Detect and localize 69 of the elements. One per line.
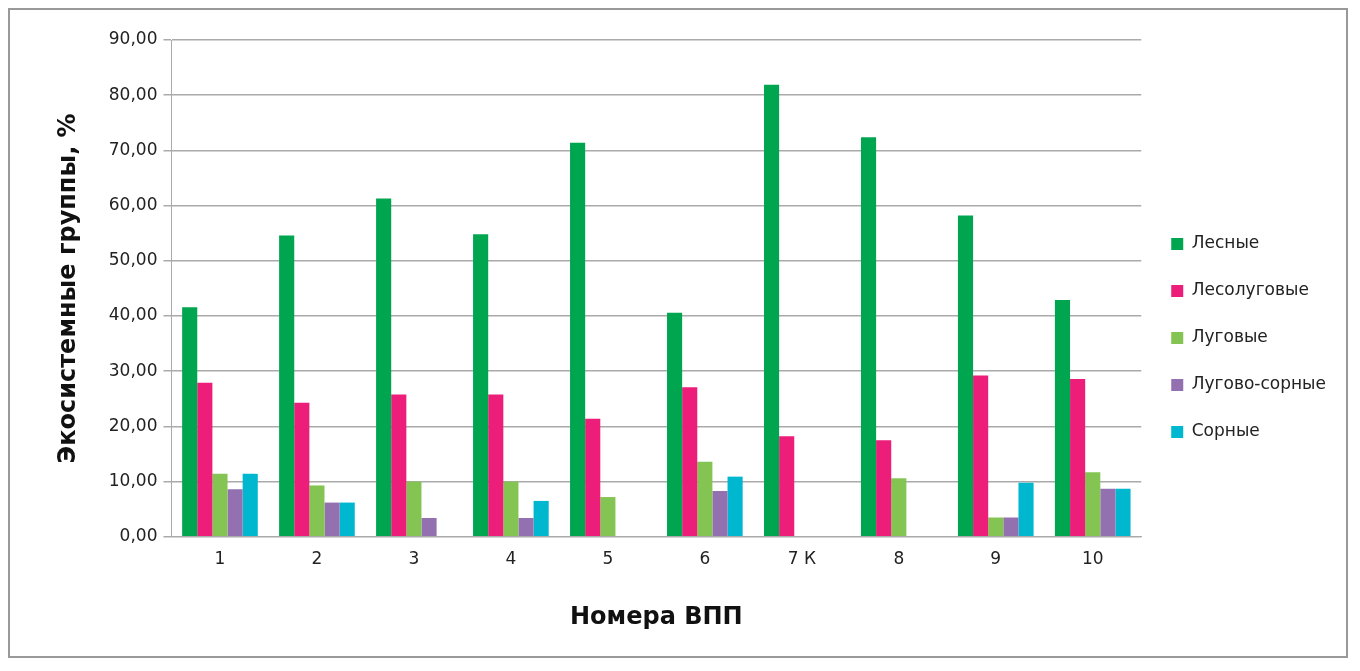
- bar: [212, 473, 228, 537]
- bar: [600, 497, 616, 537]
- bar: [973, 375, 989, 537]
- x-tick-label: 9: [990, 548, 1002, 569]
- bar: [182, 307, 198, 537]
- y-tick-label: 70,00: [108, 138, 158, 159]
- bar: [585, 418, 601, 537]
- y-axis-title: Экосистемные группы, %: [52, 113, 81, 464]
- bar: [764, 84, 780, 537]
- bar: [1115, 488, 1131, 537]
- x-tick-label: 6: [699, 548, 711, 569]
- bar: [279, 235, 295, 537]
- x-tick-label: 4: [505, 548, 517, 569]
- bar: [294, 402, 310, 537]
- y-tick-label: 0,00: [119, 525, 158, 546]
- legend-label: Лесные: [1191, 232, 1260, 253]
- bar: [518, 518, 534, 537]
- bar: [727, 476, 743, 537]
- legend-label: Луговые: [1191, 326, 1268, 347]
- bar: [503, 481, 519, 537]
- bar: [227, 489, 243, 537]
- bar: [391, 394, 407, 537]
- x-tick-label: 8: [893, 548, 905, 569]
- bar: [376, 198, 392, 537]
- x-tick-label: 1: [214, 548, 226, 569]
- bar: [1003, 517, 1019, 537]
- x-axis-title: Номера ВПП: [570, 601, 743, 630]
- y-tick-label: 90,00: [108, 28, 158, 49]
- bar: [876, 440, 892, 537]
- x-tick-label: 5: [602, 548, 614, 569]
- bar: [1100, 488, 1116, 537]
- bar: [1070, 378, 1086, 537]
- bar: [197, 382, 213, 537]
- bar: [324, 502, 340, 537]
- x-tick-label: 2: [311, 548, 323, 569]
- bar: [891, 478, 907, 537]
- bar: [682, 387, 698, 537]
- x-tick-label: 3: [408, 548, 420, 569]
- y-tick-label: 80,00: [108, 83, 158, 104]
- bar: [1054, 299, 1071, 537]
- bar: [779, 436, 795, 537]
- legend-label: Сорные: [1191, 420, 1260, 441]
- bar: [667, 312, 683, 537]
- y-tick-label: 40,00: [108, 304, 158, 325]
- bar: [488, 394, 504, 537]
- y-tick-label: 60,00: [108, 194, 158, 215]
- bar: [473, 234, 489, 537]
- bar: [406, 481, 422, 537]
- bar: [1085, 472, 1101, 537]
- bar: [242, 473, 258, 537]
- bar: [988, 517, 1004, 537]
- bar: [421, 518, 437, 537]
- legend-label: Лугово-сорные: [1191, 373, 1326, 394]
- bar: [957, 215, 974, 537]
- x-tick-label: 7 К: [787, 548, 816, 569]
- y-tick-label: 50,00: [108, 249, 158, 270]
- legend-label: Лесолуговые: [1191, 279, 1309, 300]
- bar: [309, 485, 325, 537]
- bar: [697, 461, 713, 537]
- bar: [712, 490, 728, 537]
- bar: [1018, 482, 1034, 537]
- x-tick-label: 10: [1081, 548, 1104, 569]
- bar: [339, 502, 355, 537]
- y-tick-label: 20,00: [108, 414, 158, 435]
- y-tick-label: 10,00: [108, 470, 158, 491]
- bar: [533, 500, 549, 537]
- bar: [570, 142, 586, 537]
- y-tick-label: 30,00: [108, 359, 158, 380]
- bar: [860, 137, 877, 537]
